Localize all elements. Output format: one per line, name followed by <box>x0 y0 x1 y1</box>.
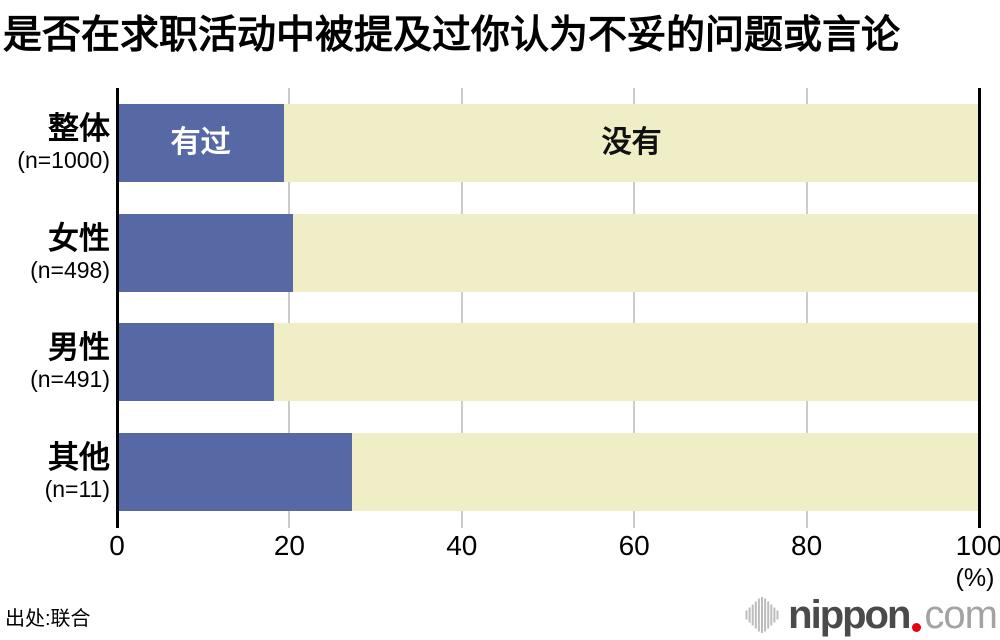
category-n: (n=11) <box>44 476 110 502</box>
category-n: (n=498) <box>30 257 110 283</box>
segment-no <box>273 323 979 401</box>
gridline <box>805 88 808 528</box>
axis-line <box>977 88 981 528</box>
category-name: 其他 <box>48 440 110 475</box>
logo-text-nippon: nippon <box>788 593 911 637</box>
category-labels: 整体 (n=1000) 女性 (n=498) 男性 (n=491) 其他 (n=11) <box>0 0 110 640</box>
category-label: 整体 (n=1000) <box>0 110 110 174</box>
source-note: 出处:联合 <box>5 608 91 630</box>
x-tick-label: 40 <box>446 530 478 561</box>
bar-row <box>117 433 979 511</box>
segment-yes: 有过 <box>117 104 285 182</box>
gridline <box>288 88 291 528</box>
bar-row <box>117 214 979 292</box>
category-label: 女性 (n=498) <box>0 220 110 284</box>
bar-row: 有过 没有 <box>117 104 979 182</box>
x-tick-label: 80 <box>791 530 823 561</box>
segment-no: 没有 <box>284 104 979 182</box>
category-label: 男性 (n=491) <box>0 329 110 393</box>
x-tick-label: 60 <box>618 530 650 561</box>
soundwave-bars-icon <box>745 597 779 633</box>
segment-no <box>292 214 979 292</box>
axis-line <box>115 88 119 528</box>
x-tick-label: 20 <box>273 530 305 561</box>
category-name: 男性 <box>48 330 110 365</box>
category-name: 整体 <box>48 111 110 146</box>
x-tick-label: 100 <box>955 530 1000 561</box>
nippon-logo: nippon com <box>745 593 998 637</box>
category-name: 女性 <box>48 221 110 256</box>
segment-label-yes: 有过 <box>170 126 231 159</box>
logo-red-dot-icon <box>912 623 922 632</box>
segment-no <box>352 433 979 511</box>
plot-area: 0 20 40 60 80 100 (%) 有过 没有 <box>109 88 1000 591</box>
chart-title: 是否在求职活动中被提及过你认为不妥的问题或言论 <box>3 14 901 57</box>
category-label: 其他 (n=11) <box>0 439 110 503</box>
gridline <box>633 88 636 528</box>
x-unit-label: (%) <box>955 564 995 592</box>
category-n: (n=491) <box>30 366 110 392</box>
segment-label-no: 没有 <box>601 126 662 159</box>
bar-row <box>117 323 979 401</box>
x-tick-label: 0 <box>109 530 125 561</box>
gridline <box>460 88 463 528</box>
segment-yes <box>117 323 274 401</box>
segment-yes <box>117 214 293 292</box>
logo-text-com: com <box>924 593 998 637</box>
segment-yes <box>117 433 353 511</box>
category-n: (n=1000) <box>17 147 110 173</box>
